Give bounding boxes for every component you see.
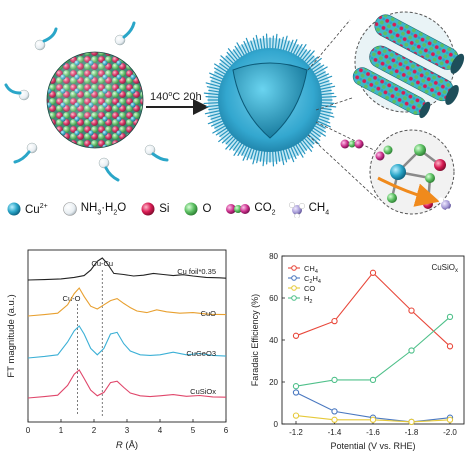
- fe-point: [331, 408, 338, 415]
- fe-xtick-label: -2.0: [443, 428, 457, 437]
- faradaic-efficiency-chart: 0 20 40 60 80 -1.2 -1.4 -1.6 -1.8 -2.0 CH4C2H4COH…: [250, 252, 465, 451]
- exafs-xtick-label: 3: [125, 426, 130, 435]
- exafs-series-0: [27, 257, 227, 281]
- o-icon: [184, 202, 198, 216]
- exafs-annotation: Cu-Cu: [91, 259, 113, 268]
- fe-ytick-label: 40: [269, 336, 278, 345]
- cu2plus-icon: [7, 202, 21, 216]
- fe-ytick-label: 80: [269, 252, 278, 261]
- fe-point: [369, 269, 377, 276]
- fe-point: [292, 412, 300, 419]
- exafs-series-label: CuSiOx: [190, 387, 216, 396]
- fe-point: [292, 332, 300, 339]
- fe-ytick-label: 20: [269, 378, 278, 387]
- legend-co2: CO2: [254, 201, 276, 217]
- exafs-xtick-label: 0: [26, 426, 31, 435]
- precursor-nanosphere: [46, 51, 144, 149]
- fe-point: [446, 343, 454, 350]
- fe-legend-marker: [291, 295, 297, 301]
- hollow-nanotube-sphere: [203, 33, 337, 167]
- exafs-xtick-label: 6: [224, 426, 229, 435]
- nh3-h2o-icon: [62, 202, 77, 216]
- exafs-series-2: [27, 325, 227, 359]
- exafs-xtick-label: 4: [158, 426, 163, 435]
- fe-point: [292, 389, 300, 396]
- fe-xlabel: Potential (V vs. RHE): [330, 441, 415, 451]
- exafs-xtick-label: 5: [191, 426, 196, 435]
- si-icon: [141, 202, 155, 216]
- co2-icon: [226, 204, 251, 214]
- legend-o: O: [202, 203, 212, 215]
- exafs-series-3: [27, 369, 227, 399]
- atom-legend: Cu2+ NH3·H2O Si O CO2 CH4: [6, 198, 472, 220]
- exafs-series-1: [27, 287, 227, 317]
- fe-ylabel: Faradaic Efficiency (%): [250, 294, 260, 386]
- exafs-xlabel: R (Å): [116, 440, 138, 451]
- exafs-ylabel: FT magnitude (a.u.): [6, 294, 17, 377]
- fe-legend-label: C2H4: [304, 274, 321, 285]
- fe-point: [331, 317, 338, 325]
- synthesis-scheme: 140oC 20h: [4, 11, 465, 215]
- fe-point: [446, 416, 454, 423]
- legend-si: Si: [159, 203, 170, 215]
- fe-legend-label: CH4: [304, 264, 318, 275]
- fe-point: [331, 416, 338, 423]
- ch4-icon: [288, 202, 305, 218]
- fe-point: [408, 347, 415, 354]
- exafs-xtick-label: 1: [59, 426, 64, 435]
- fe-ytick-label: 0: [274, 420, 279, 429]
- nanotube-zoom-inset: [352, 11, 465, 119]
- exafs-series-label: Cu foil*0.35: [177, 267, 216, 276]
- legend-cu: Cu2+: [25, 202, 48, 216]
- fe-xtick-label: -1.2: [289, 428, 303, 437]
- legend-ch4: CH4: [308, 201, 330, 217]
- fe-point: [446, 313, 454, 321]
- exafs-series-label: CuGeO3: [186, 349, 216, 358]
- fe-legend-label: H2: [304, 294, 312, 305]
- legend-nh3h2o: NH3·H2O: [80, 201, 127, 217]
- exafs-series-label: CuO: [201, 309, 217, 318]
- fe-point: [408, 307, 415, 314]
- fe-point: [369, 416, 377, 423]
- fe-legend-marker: [291, 285, 297, 291]
- fe-point: [331, 376, 338, 384]
- exafs-xtick-label: 2: [92, 426, 97, 435]
- fe-point: [292, 383, 300, 390]
- co2-floating-molecule: [340, 139, 364, 149]
- fe-xtick-label: -1.4: [328, 428, 342, 437]
- fe-legend-marker: [291, 275, 297, 281]
- fe-point: [369, 376, 377, 384]
- fe-point: [408, 418, 415, 426]
- fe-legend-marker: [291, 265, 297, 271]
- nh3-molecules-around-sphere: [4, 21, 169, 182]
- fe-title: CuSiOx: [431, 263, 458, 274]
- fe-ytick-label: 60: [269, 294, 278, 303]
- active-site-zoom-inset: [369, 129, 455, 215]
- fe-legend-label: CO: [304, 284, 315, 293]
- fe-xtick-label: -1.8: [405, 428, 419, 437]
- fe-xtick-label: -1.6: [366, 428, 380, 437]
- reaction-condition: 140oC 20h: [150, 91, 202, 103]
